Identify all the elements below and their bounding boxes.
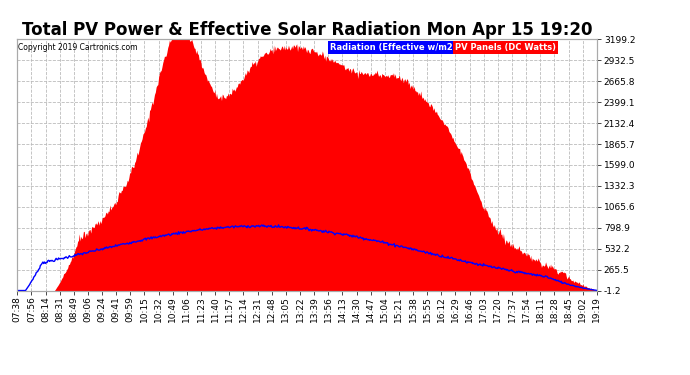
Text: Copyright 2019 Cartronics.com: Copyright 2019 Cartronics.com (18, 43, 137, 52)
Title: Total PV Power & Effective Solar Radiation Mon Apr 15 19:20: Total PV Power & Effective Solar Radiati… (22, 21, 592, 39)
Text: Radiation (Effective w/m2): Radiation (Effective w/m2) (331, 43, 457, 52)
Text: PV Panels (DC Watts): PV Panels (DC Watts) (455, 43, 556, 52)
